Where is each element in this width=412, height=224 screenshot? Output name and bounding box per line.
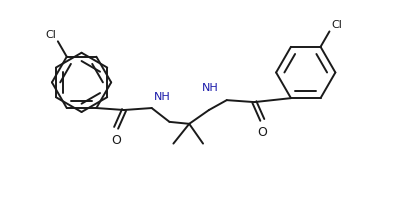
Text: O: O	[258, 126, 267, 139]
Text: Cl: Cl	[45, 30, 56, 40]
Text: O: O	[111, 134, 121, 147]
Text: Cl: Cl	[331, 20, 342, 30]
Text: NH: NH	[154, 92, 171, 102]
Text: NH: NH	[202, 83, 219, 93]
